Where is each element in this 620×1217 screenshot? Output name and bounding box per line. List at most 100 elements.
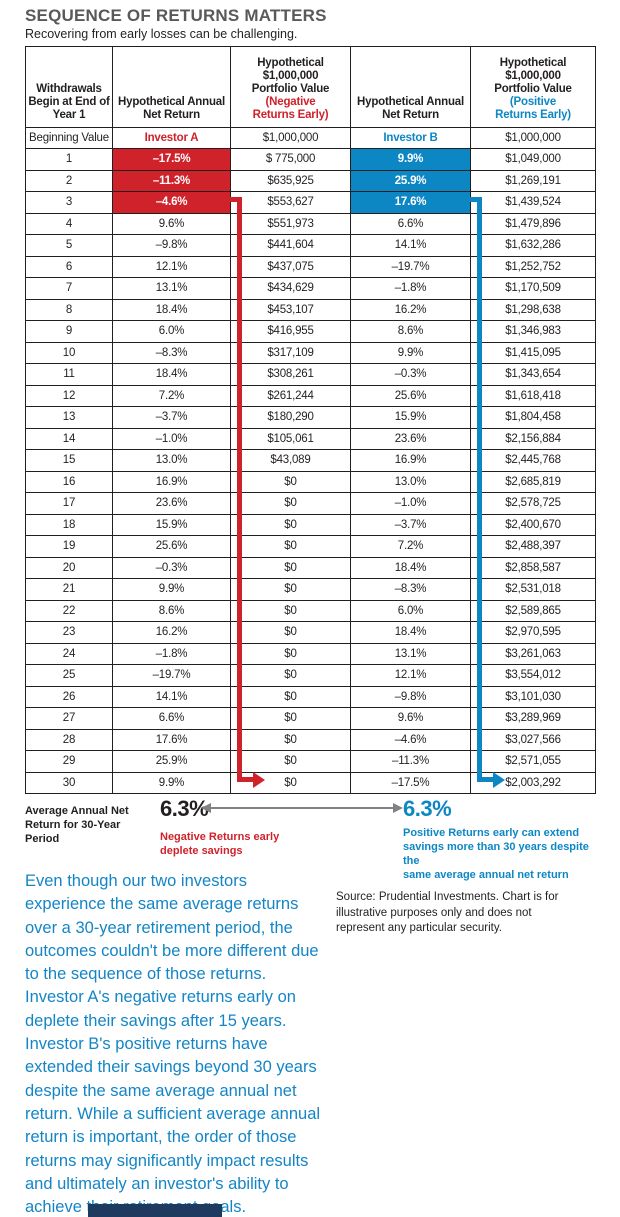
investor-a-return-cell: 16.9% <box>112 470 231 493</box>
table-row: 15 13.0% $43,089 16.9% $2,445,768 <box>25 449 596 472</box>
investor-b-return-cell: 25.9% <box>350 169 471 192</box>
investor-a-value-cell: $434,629 <box>230 277 351 300</box>
investor-a-return-cell: 13.0% <box>112 449 231 472</box>
investor-b-value-cell: $2,488,397 <box>470 535 596 558</box>
investor-a-return-cell: 6.0% <box>112 320 231 343</box>
table-row: 14 –1.0% $105,061 23.6% $2,156,884 <box>25 427 596 450</box>
investor-a-value-cell: $0 <box>230 707 351 730</box>
investor-a-value-cell: $0 <box>230 513 351 536</box>
column-header-5: Hypothetical $1,000,000 Portfolio Value (Po… <box>470 46 596 128</box>
investor-a-value-cell: $553,627 <box>230 191 351 214</box>
header-line: $1,000,000 <box>505 70 561 82</box>
investor-b-value-cell: $1,343,654 <box>470 363 596 386</box>
year-cell: 9 <box>25 320 113 343</box>
table-row: 26 14.1% $0 –9.8% $3,101,030 <box>25 685 596 708</box>
investor-a-value-cell: $0 <box>230 728 351 751</box>
column-header-2: Hypothetical Annual Net Return <box>112 46 231 128</box>
header-line: Hypothetical Annual <box>357 96 464 108</box>
investor-b-return-cell: 13.1% <box>350 642 471 665</box>
investor-b-return-cell: –9.8% <box>350 685 471 708</box>
investor-a-return-cell: 9.9% <box>112 578 231 601</box>
investor-a-value-cell: $0 <box>230 492 351 515</box>
investor-a-return-cell: –11.3% <box>112 169 231 192</box>
column-header-1: Withdrawals Begin at End of Year 1 <box>25 46 113 128</box>
table-row: 16 16.9% $0 13.0% $2,685,819 <box>25 470 596 493</box>
investor-a-return-cell: 25.9% <box>112 750 231 773</box>
investor-b-value-cell: $1,632,286 <box>470 234 596 257</box>
investor-b-return-cell: –0.3% <box>350 363 471 386</box>
investor-a-return-cell: –0.3% <box>112 556 231 579</box>
investor-b-value-cell: $1,479,896 <box>470 212 596 235</box>
investor-a-return-cell: 17.6% <box>112 728 231 751</box>
header-accent-line: (Negative <box>265 96 316 108</box>
table-body: Beginning Value Investor A $1,000,000 Inves… <box>25 127 596 794</box>
page-title: SEQUENCE OF RETURNS MATTERS <box>25 6 327 25</box>
investor-b-value-cell: $1,298,638 <box>470 298 596 321</box>
header-accent-line: Returns Early) <box>252 109 329 121</box>
investor-b-value-cell: $1,804,458 <box>470 406 596 429</box>
investor-b-return-cell: 14.1% <box>350 234 471 257</box>
investor-b-return-cell: 9.9% <box>350 148 471 171</box>
investor-a-return-cell: –9.8% <box>112 234 231 257</box>
investor-a-return-cell: 18.4% <box>112 298 231 321</box>
average-return-label: Average Annual Net Return for 30-Year Pe… <box>25 805 129 845</box>
year-cell: 10 <box>25 341 113 364</box>
investor-b-value-cell: $2,445,768 <box>470 449 596 472</box>
investor-b-label: Investor B <box>350 127 471 149</box>
investor-b-value-cell: $2,003,292 <box>470 771 596 794</box>
column-header-3: Hypothetical $1,000,000 Portfolio Value (Ne… <box>230 46 351 128</box>
investor-a-value-cell: $0 <box>230 621 351 644</box>
arrow-left-head-icon <box>201 803 211 813</box>
investor-b-value-cell: $2,970,595 <box>470 621 596 644</box>
investor-a-value-cell: $43,089 <box>230 449 351 472</box>
investor-a-return-cell: 15.9% <box>112 513 231 536</box>
table-row: 20 –0.3% $0 18.4% $2,858,587 <box>25 556 596 579</box>
investor-b-return-cell: 16.2% <box>350 298 471 321</box>
table-row: 23 16.2% $0 18.4% $2,970,595 <box>25 621 596 644</box>
investor-b-return-cell: –17.5% <box>350 771 471 794</box>
investor-a-value-cell: $0 <box>230 578 351 601</box>
year-cell: 16 <box>25 470 113 493</box>
investor-b-value-cell: $2,589,865 <box>470 599 596 622</box>
investor-a-return-cell: 25.6% <box>112 535 231 558</box>
investor-a-average-value: 6.3% <box>160 796 209 821</box>
investor-b-average-value: 6.3% <box>403 796 452 821</box>
year-cell: 23 <box>25 621 113 644</box>
investor-b-value-cell: $1,049,000 <box>470 148 596 171</box>
investor-b-return-cell: 15.9% <box>350 406 471 429</box>
investor-b-value-cell: $2,531,018 <box>470 578 596 601</box>
year-cell: 13 <box>25 406 113 429</box>
investor-a-value-cell: $0 <box>230 642 351 665</box>
investor-a-return-cell: –3.7% <box>112 406 231 429</box>
table-row: 25 –19.7% $0 12.1% $3,554,012 <box>25 664 596 687</box>
year-cell: 6 <box>25 255 113 278</box>
investor-a-return-cell: –1.0% <box>112 427 231 450</box>
investor-a-return-cell: 9.9% <box>112 771 231 794</box>
year-cell: 30 <box>25 771 113 794</box>
table-row: 8 18.4% $453,107 16.2% $1,298,638 <box>25 298 596 321</box>
investor-a-value-cell: $0 <box>230 664 351 687</box>
investor-b-return-cell: –3.7% <box>350 513 471 536</box>
investor-b-value-cell: $1,346,983 <box>470 320 596 343</box>
table-row: 6 12.1% $437,075 –19.7% $1,252,752 <box>25 255 596 278</box>
investor-b-value-cell: $1,170,509 <box>470 277 596 300</box>
header-line: Hypothetical <box>499 57 567 69</box>
investor-b-return-cell: 12.1% <box>350 664 471 687</box>
investor-a-value-cell: $441,604 <box>230 234 351 257</box>
header-line: Hypothetical Annual <box>118 96 225 108</box>
table-row: 12 7.2% $261,244 25.6% $1,618,418 <box>25 384 596 407</box>
investor-b-return-cell: –4.6% <box>350 728 471 751</box>
investor-a-return-cell: 18.4% <box>112 363 231 386</box>
investor-b-return-cell: 18.4% <box>350 621 471 644</box>
year-cell: 29 <box>25 750 113 773</box>
year-cell: 2 <box>25 169 113 192</box>
header-line: Begin at End of <box>28 96 110 108</box>
table-row: 29 25.9% $0 –11.3% $2,571,055 <box>25 750 596 773</box>
year-cell: 4 <box>25 212 113 235</box>
table-header-row: Withdrawals Begin at End of Year 1 Hypothet… <box>25 46 596 128</box>
year-cell: 3 <box>25 191 113 214</box>
investor-b-return-cell: 9.6% <box>350 707 471 730</box>
year-cell: 21 <box>25 578 113 601</box>
investor-b-arrow-icon <box>493 772 505 788</box>
beginning-value-row: Beginning Value Investor A $1,000,000 Inves… <box>25 127 596 149</box>
